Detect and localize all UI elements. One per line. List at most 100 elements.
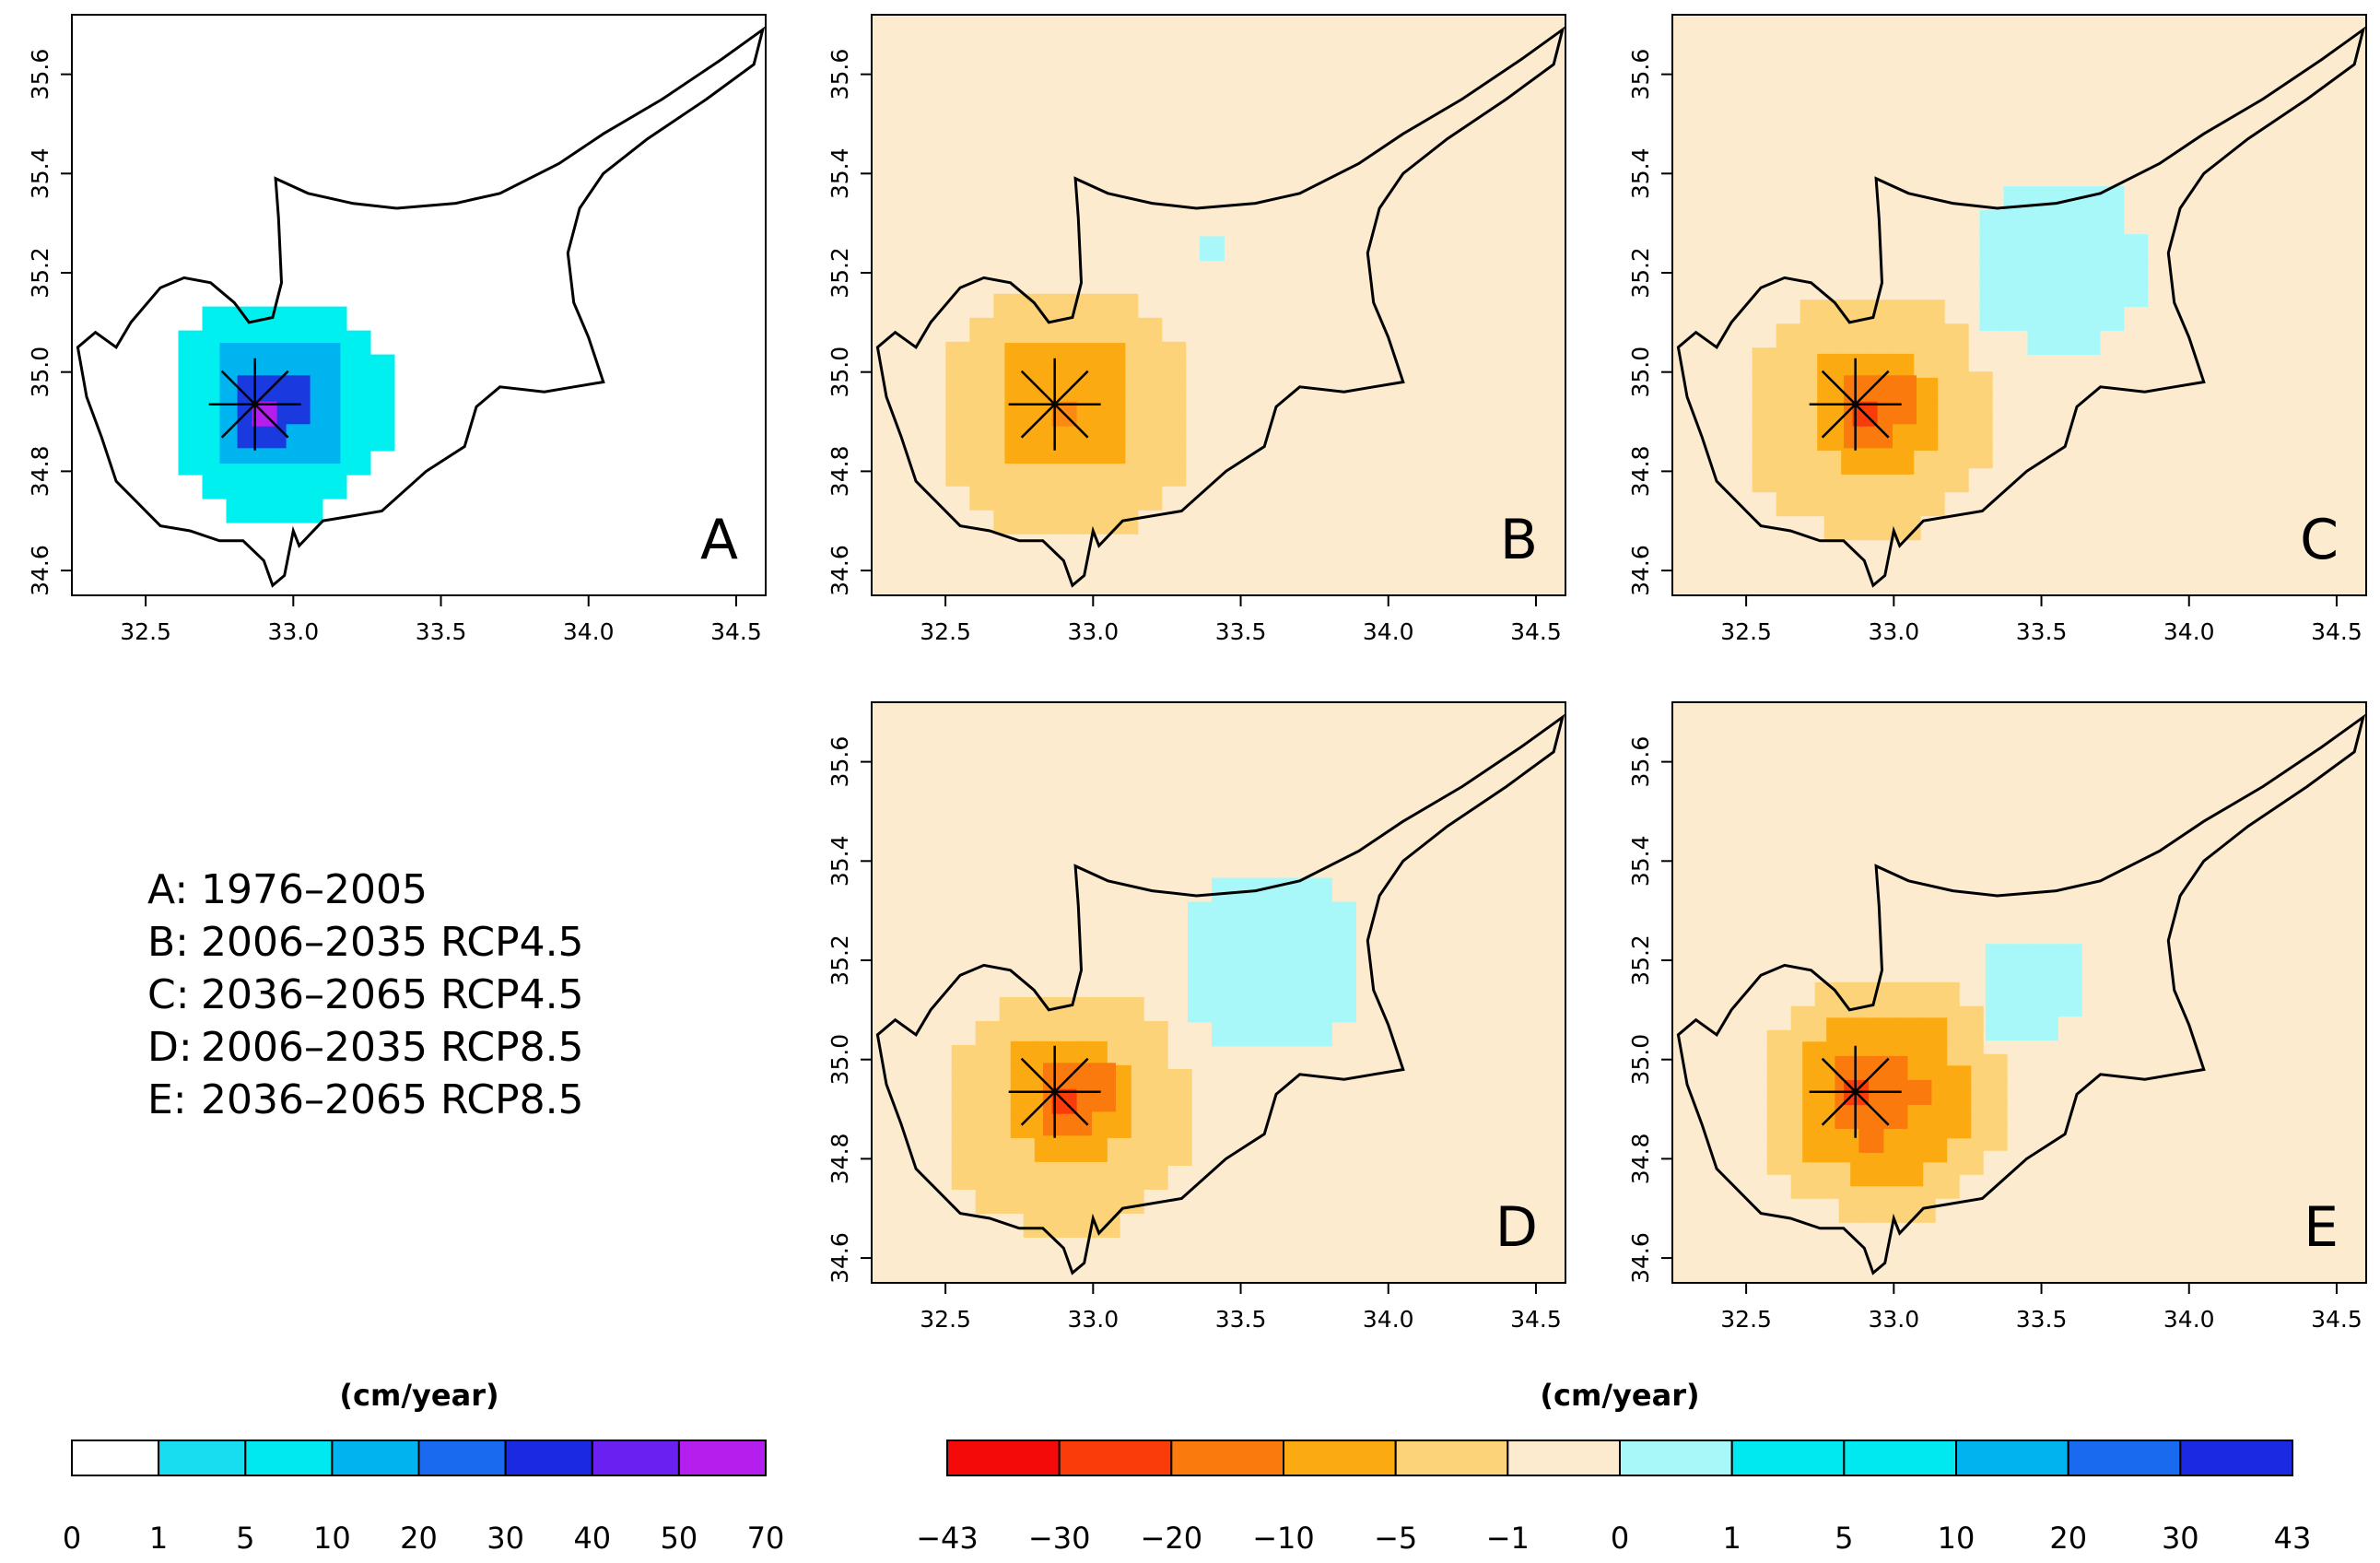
grid-cell <box>1802 1065 1828 1091</box>
grid-cell <box>951 1165 977 1190</box>
grid-cell <box>1913 401 1939 427</box>
grid-cell <box>1946 1089 1972 1115</box>
grid-cell <box>1023 1165 1049 1190</box>
grid-cell <box>1790 1005 1816 1031</box>
y-tick-label: 35.0 <box>827 347 853 398</box>
x-tick-label: 32.5 <box>1720 618 1772 645</box>
grid-cell <box>1260 1021 1284 1047</box>
grid-cell <box>274 498 299 523</box>
grid-cell <box>1967 395 1993 421</box>
grid-cell <box>1814 1173 1840 1199</box>
coastline-d <box>875 713 1565 1275</box>
grid-cell <box>2009 992 2034 1017</box>
x-tick-label: 33.5 <box>416 618 467 645</box>
grid-cell <box>1161 461 1187 487</box>
grid-cell <box>250 474 276 499</box>
grid-cell <box>1307 901 1332 927</box>
x-tick-label: 33.5 <box>2016 1306 2068 1333</box>
grid-cell <box>2033 1016 2058 1041</box>
grid-cell <box>1847 491 1873 517</box>
grid-cell <box>346 354 371 380</box>
grid-cell <box>1017 509 1043 535</box>
grid-cell <box>951 1045 977 1070</box>
grid-cell <box>178 330 204 356</box>
y-tick-label: 35.2 <box>827 247 853 299</box>
grid-cell <box>1802 1113 1828 1139</box>
grid-cell <box>1985 968 2011 993</box>
map-frame-e <box>1671 701 2367 1284</box>
grid-cell <box>2075 258 2101 284</box>
colorbar-swatch <box>1394 1440 1509 1476</box>
grid-cell <box>1817 377 1843 403</box>
x-tick-label: 34.0 <box>563 618 615 645</box>
legend-text-a: 1976–2005 <box>201 866 428 913</box>
grid-cell <box>1119 1141 1144 1166</box>
legend-text-b: 2006–2035 RCP4.5 <box>201 919 584 966</box>
grid-cell <box>315 343 341 369</box>
grid-cell <box>298 306 323 332</box>
grid-cell <box>178 450 204 476</box>
grid-cell <box>1041 293 1067 319</box>
grid-cell <box>1052 439 1078 464</box>
grid-cell <box>1004 367 1030 393</box>
grid-cell <box>1826 1137 1852 1163</box>
grid-cell <box>1004 439 1030 464</box>
grid-cell <box>1034 1136 1060 1162</box>
grid-cell <box>1752 395 1777 421</box>
grid-cell <box>1886 981 1912 1007</box>
grid-cell <box>1113 485 1139 511</box>
colorbar-swatch <box>2067 1440 2182 1476</box>
grid-cell <box>1047 1213 1073 1238</box>
grid-cell <box>219 343 245 369</box>
grid-cell <box>1752 419 1777 445</box>
grid-cell <box>1906 1079 1932 1105</box>
grid-cell <box>1871 323 1897 349</box>
grid-cell <box>1082 1136 1108 1162</box>
y-tick-label: 34.6 <box>827 1232 853 1284</box>
coastline-a <box>76 26 766 588</box>
grid-cell <box>1143 1021 1168 1046</box>
grid-cell <box>1089 461 1115 487</box>
grid-cell <box>999 1189 1025 1214</box>
grid-cell <box>1161 413 1187 439</box>
grid-cell <box>1091 1063 1116 1088</box>
grid-cell <box>1076 439 1102 464</box>
grid-cell <box>346 330 371 356</box>
grid-cell <box>1919 491 1945 517</box>
grid-cell <box>993 509 1019 535</box>
map-frame-c <box>1671 14 2367 596</box>
grid-cell <box>1017 485 1043 511</box>
grid-cell <box>1307 997 1332 1023</box>
colorbar-swatch <box>1507 1440 1622 1476</box>
legend-text-e: 2036–2065 RCP8.5 <box>201 1076 584 1123</box>
grid-cell <box>1161 341 1187 367</box>
grid-cell <box>1010 1040 1036 1066</box>
grid-cell <box>1838 981 1864 1007</box>
y-tick-label: 35.4 <box>827 835 853 887</box>
grid-cell <box>1212 1021 1237 1047</box>
colorbar-swatch <box>1619 1440 1733 1476</box>
x-tick-label: 34.5 <box>1510 1306 1562 1333</box>
grid-cell <box>975 1189 1001 1214</box>
y-tick-label: 35.2 <box>1627 934 1654 986</box>
grid-cell <box>1934 981 1960 1007</box>
grid-cell <box>1137 389 1163 415</box>
grid-cell <box>1331 997 1356 1023</box>
legend-text-d: 2006–2035 RCP8.5 <box>201 1024 584 1071</box>
cell-group-e-0 <box>1985 944 2082 1041</box>
grid-cell <box>285 375 311 401</box>
colorbar-break-label: −1 <box>1486 1521 1530 1556</box>
coastline-e <box>1676 713 2366 1275</box>
grid-cell <box>1841 353 1867 379</box>
grid-cell <box>1307 1021 1332 1047</box>
grid-cell <box>1284 901 1308 927</box>
x-tick-label: 34.5 <box>2311 618 2362 645</box>
colorbar-swatch <box>1170 1440 1285 1476</box>
grid-cell <box>1137 437 1163 463</box>
grid-cell <box>1946 1065 1972 1091</box>
grid-cell <box>1236 949 1260 975</box>
grid-cell <box>315 367 341 393</box>
grid-cell <box>1095 1189 1120 1214</box>
grid-cell <box>1913 425 1939 451</box>
y-tick-label: 34.8 <box>827 1134 853 1185</box>
